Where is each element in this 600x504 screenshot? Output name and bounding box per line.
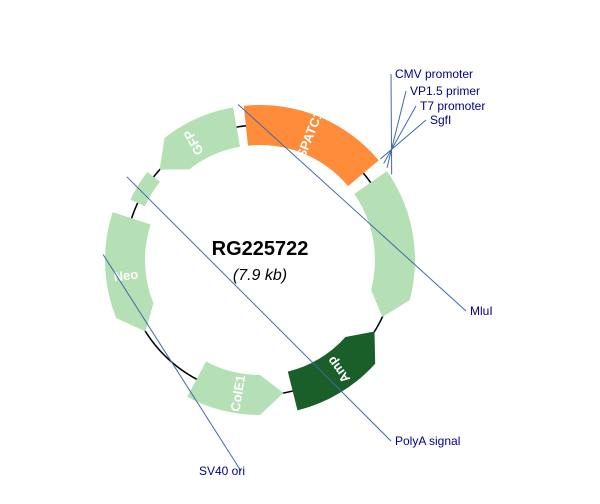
- marker-line-sgfi: [380, 120, 426, 159]
- plasmid-map: SPATC1GFPNeoColE1AmpCMV promoterVP1.5 pr…: [0, 0, 600, 504]
- marker-line-cmv-prom: [391, 74, 392, 174]
- marker-label-sgfi: SgfI: [430, 113, 451, 127]
- marker-label-polya: PolyA signal: [395, 434, 460, 448]
- segment-polya: [130, 172, 160, 206]
- segment-cmv: [354, 171, 415, 317]
- marker-line-sv40: [103, 255, 241, 471]
- marker-label-vp15: VP1.5 primer: [410, 84, 480, 98]
- plasmid-size: (7.9 kb): [233, 267, 287, 284]
- marker-label-mlui: MluI: [470, 304, 493, 318]
- marker-label-cmv-prom: CMV promoter: [395, 67, 473, 81]
- marker-label-sv40: SV40 ori: [199, 464, 245, 478]
- plasmid-title: RG225722: [212, 238, 309, 260]
- marker-label-t7: T7 promoter: [420, 99, 485, 113]
